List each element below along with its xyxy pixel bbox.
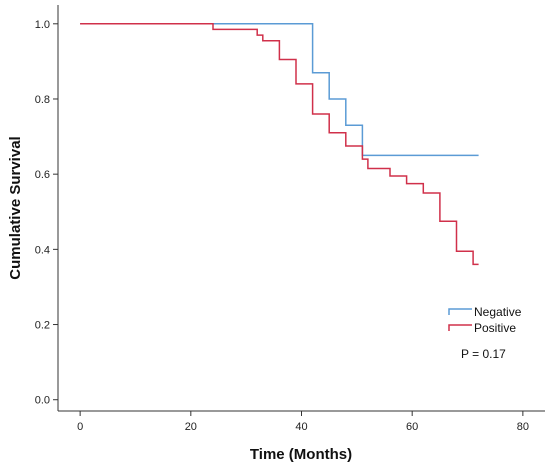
x-tick-label: 80 — [517, 421, 529, 433]
legend: Negative Positive — [448, 305, 522, 335]
y-axis-title: Cumulative Survival — [7, 136, 24, 279]
series-line-positive — [80, 23, 479, 266]
y-tick-label: 0.0 — [35, 395, 50, 407]
x-tick-label: 60 — [406, 421, 418, 433]
x-tick-label: 20 — [185, 421, 197, 433]
legend-label-negative: Negative — [474, 305, 522, 319]
y-tick-label: 0.2 — [35, 320, 50, 332]
series-line-negative — [80, 23, 479, 157]
x-ticks: 0 20 40 60 80 — [77, 411, 529, 433]
p-value-annotation: P = 0.17 — [461, 347, 506, 361]
legend-label-positive: Positive — [474, 321, 516, 335]
x-tick-label: 0 — [77, 421, 83, 433]
y-ticks: 0.0 0.2 0.4 0.6 0.8 1.0 — [35, 19, 58, 407]
x-axis-title: Time (Months) — [250, 446, 352, 463]
y-tick-label: 0.4 — [35, 244, 50, 256]
series-layer — [80, 23, 479, 266]
y-tick-label: 0.6 — [35, 169, 50, 181]
y-tick-label: 1.0 — [35, 19, 50, 31]
legend-swatch-positive — [448, 324, 472, 331]
legend-swatch-negative — [448, 308, 472, 315]
y-tick-label: 0.8 — [35, 94, 50, 106]
x-tick-label: 40 — [295, 421, 307, 433]
